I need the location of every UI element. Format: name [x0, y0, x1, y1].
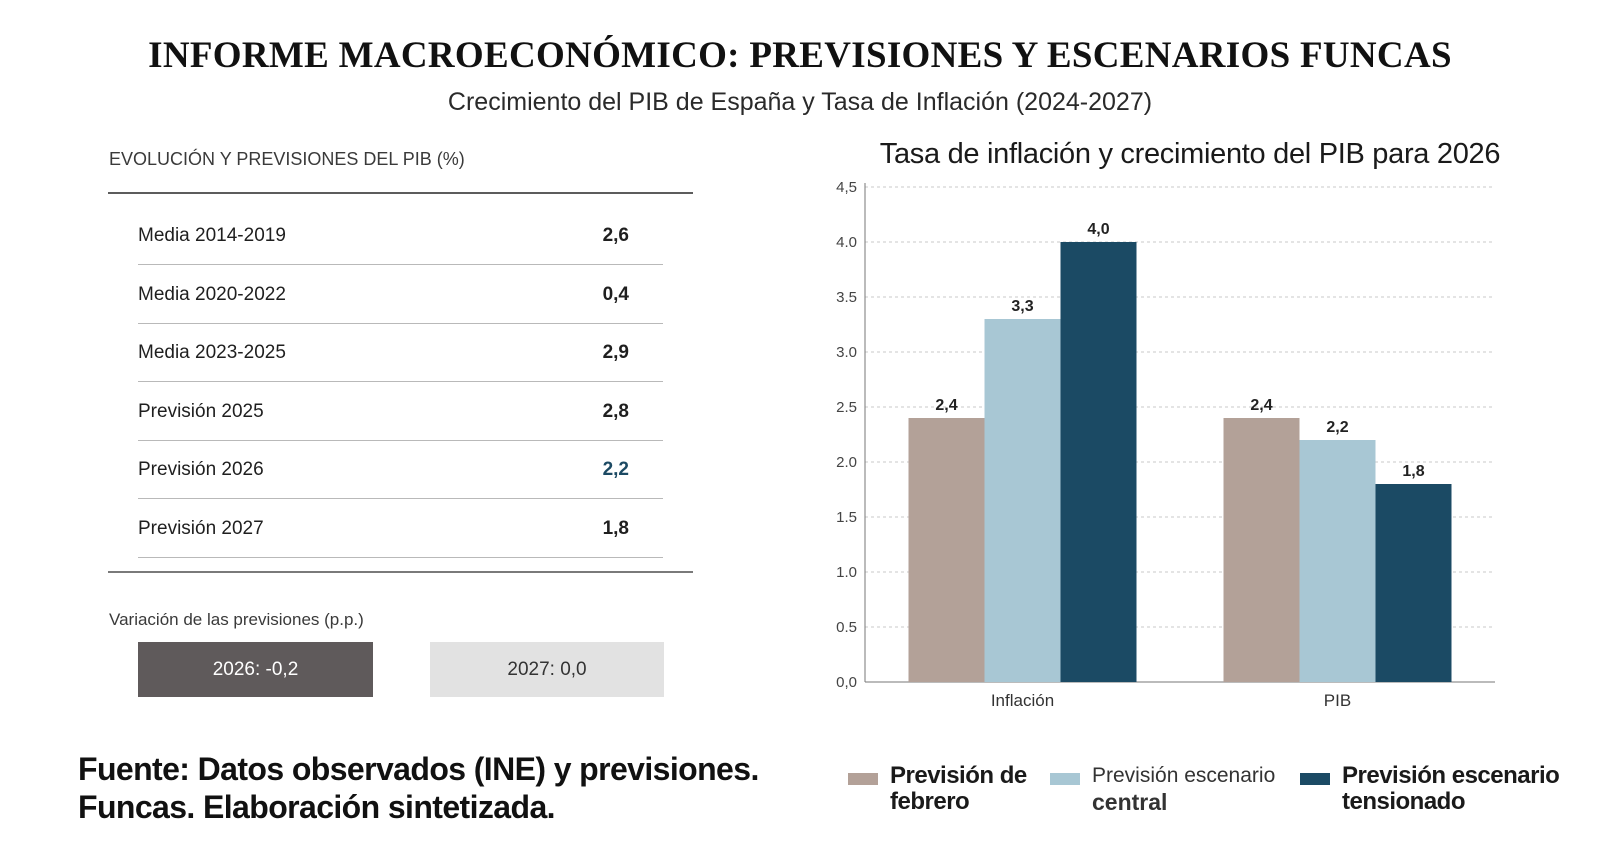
data-label: 2,4 [935, 397, 957, 414]
table-row: Previsión 2027 1,8 [138, 499, 663, 558]
page-subtitle: Crecimiento del PIB de España y Tasa de … [447, 88, 1153, 116]
row-value: 1,8 [602, 518, 629, 539]
table-top-rule [108, 192, 693, 194]
source-line: Funcas. Elaboración sintetizada. [78, 789, 556, 825]
y-tick-label: 1.5 [836, 509, 857, 526]
x-tick-label: Inflación [991, 691, 1054, 710]
row-label: Media 2023-2025 [138, 342, 286, 363]
legend-swatch [1050, 773, 1080, 785]
bar [1299, 440, 1376, 682]
legend-label: Previsión de febrero [890, 762, 1027, 815]
x-tick-label: PIB [1324, 691, 1351, 710]
y-tick-label: 2.5 [836, 399, 857, 416]
table-row: Previsión 2026 2,2 [138, 440, 663, 499]
y-tick-label: 0.5 [836, 619, 857, 636]
source-note: Fuente: Datos observados (INE) y previsi… [78, 750, 759, 826]
row-value: 2,2 [602, 459, 629, 480]
bar [908, 418, 985, 682]
row-value: 0,4 [602, 284, 629, 305]
data-label: 2,4 [1250, 397, 1272, 414]
data-label: 2,2 [1326, 419, 1348, 436]
y-tick-label: 3.5 [836, 289, 857, 306]
table-bottom-rule [108, 571, 693, 573]
variation-2027-badge: 2027: 0,0 [430, 642, 664, 697]
table-row: Media 2020-2022 0,4 [138, 265, 663, 324]
bar [1060, 242, 1137, 682]
source-line: Fuente: Datos observados (INE) y previsi… [78, 751, 759, 787]
y-tick-label: 3.0 [836, 344, 857, 361]
row-label: Previsión 2027 [138, 518, 264, 539]
y-tick-label: 4,5 [836, 179, 857, 196]
table-row: Media 2014-2019 2,6 [138, 206, 663, 265]
row-label: Previsión 2025 [138, 401, 264, 422]
row-label: Media 2020-2022 [138, 284, 286, 305]
legend-label: Previsión escenario central [1092, 764, 1276, 815]
table-row: Media 2023-2025 2,9 [138, 323, 663, 382]
y-tick-label: 2.0 [836, 454, 857, 471]
row-label: Media 2014-2019 [138, 225, 286, 246]
y-tick-label: 1.0 [836, 564, 857, 581]
table-title: EVOLUCIÓN Y PREVISIONES DEL PIB (%) [109, 149, 465, 169]
row-value: 2,9 [602, 342, 629, 363]
table-row: Previsión 2025 2,8 [138, 382, 663, 441]
bar [1223, 418, 1300, 682]
data-label: 1,8 [1402, 463, 1424, 480]
row-label: Previsión 2026 [138, 459, 264, 480]
bar [1375, 484, 1452, 682]
row-value: 2,8 [602, 401, 629, 422]
data-label: 4,0 [1087, 221, 1109, 238]
y-tick-label: 4.0 [836, 234, 857, 251]
bar-chart: 0,0 0.5 1.0 1.5 2.0 2.5 3.0 3.5 4.0 4,5 2,4 3,3 4,0 I… [836, 179, 1495, 710]
page-title: INFORME MACROECONÓMICO: PREVISIONES Y ES… [148, 35, 1452, 76]
y-tick-label: 0,0 [836, 674, 857, 691]
legend-swatch [848, 773, 878, 785]
chart-title: Tasa de inflación y crecimiento del PIB … [879, 138, 1501, 170]
variation-2026-badge: 2026: -0,2 [138, 642, 373, 697]
variation-title: Variación de las previsiones (p.p.) [109, 610, 364, 629]
bar [984, 319, 1061, 682]
legend-swatch [1300, 773, 1330, 785]
data-label: 3,3 [1011, 298, 1033, 315]
row-value: 2,6 [602, 225, 629, 246]
legend-label: Previsión escenario tensionado [1342, 762, 1560, 815]
